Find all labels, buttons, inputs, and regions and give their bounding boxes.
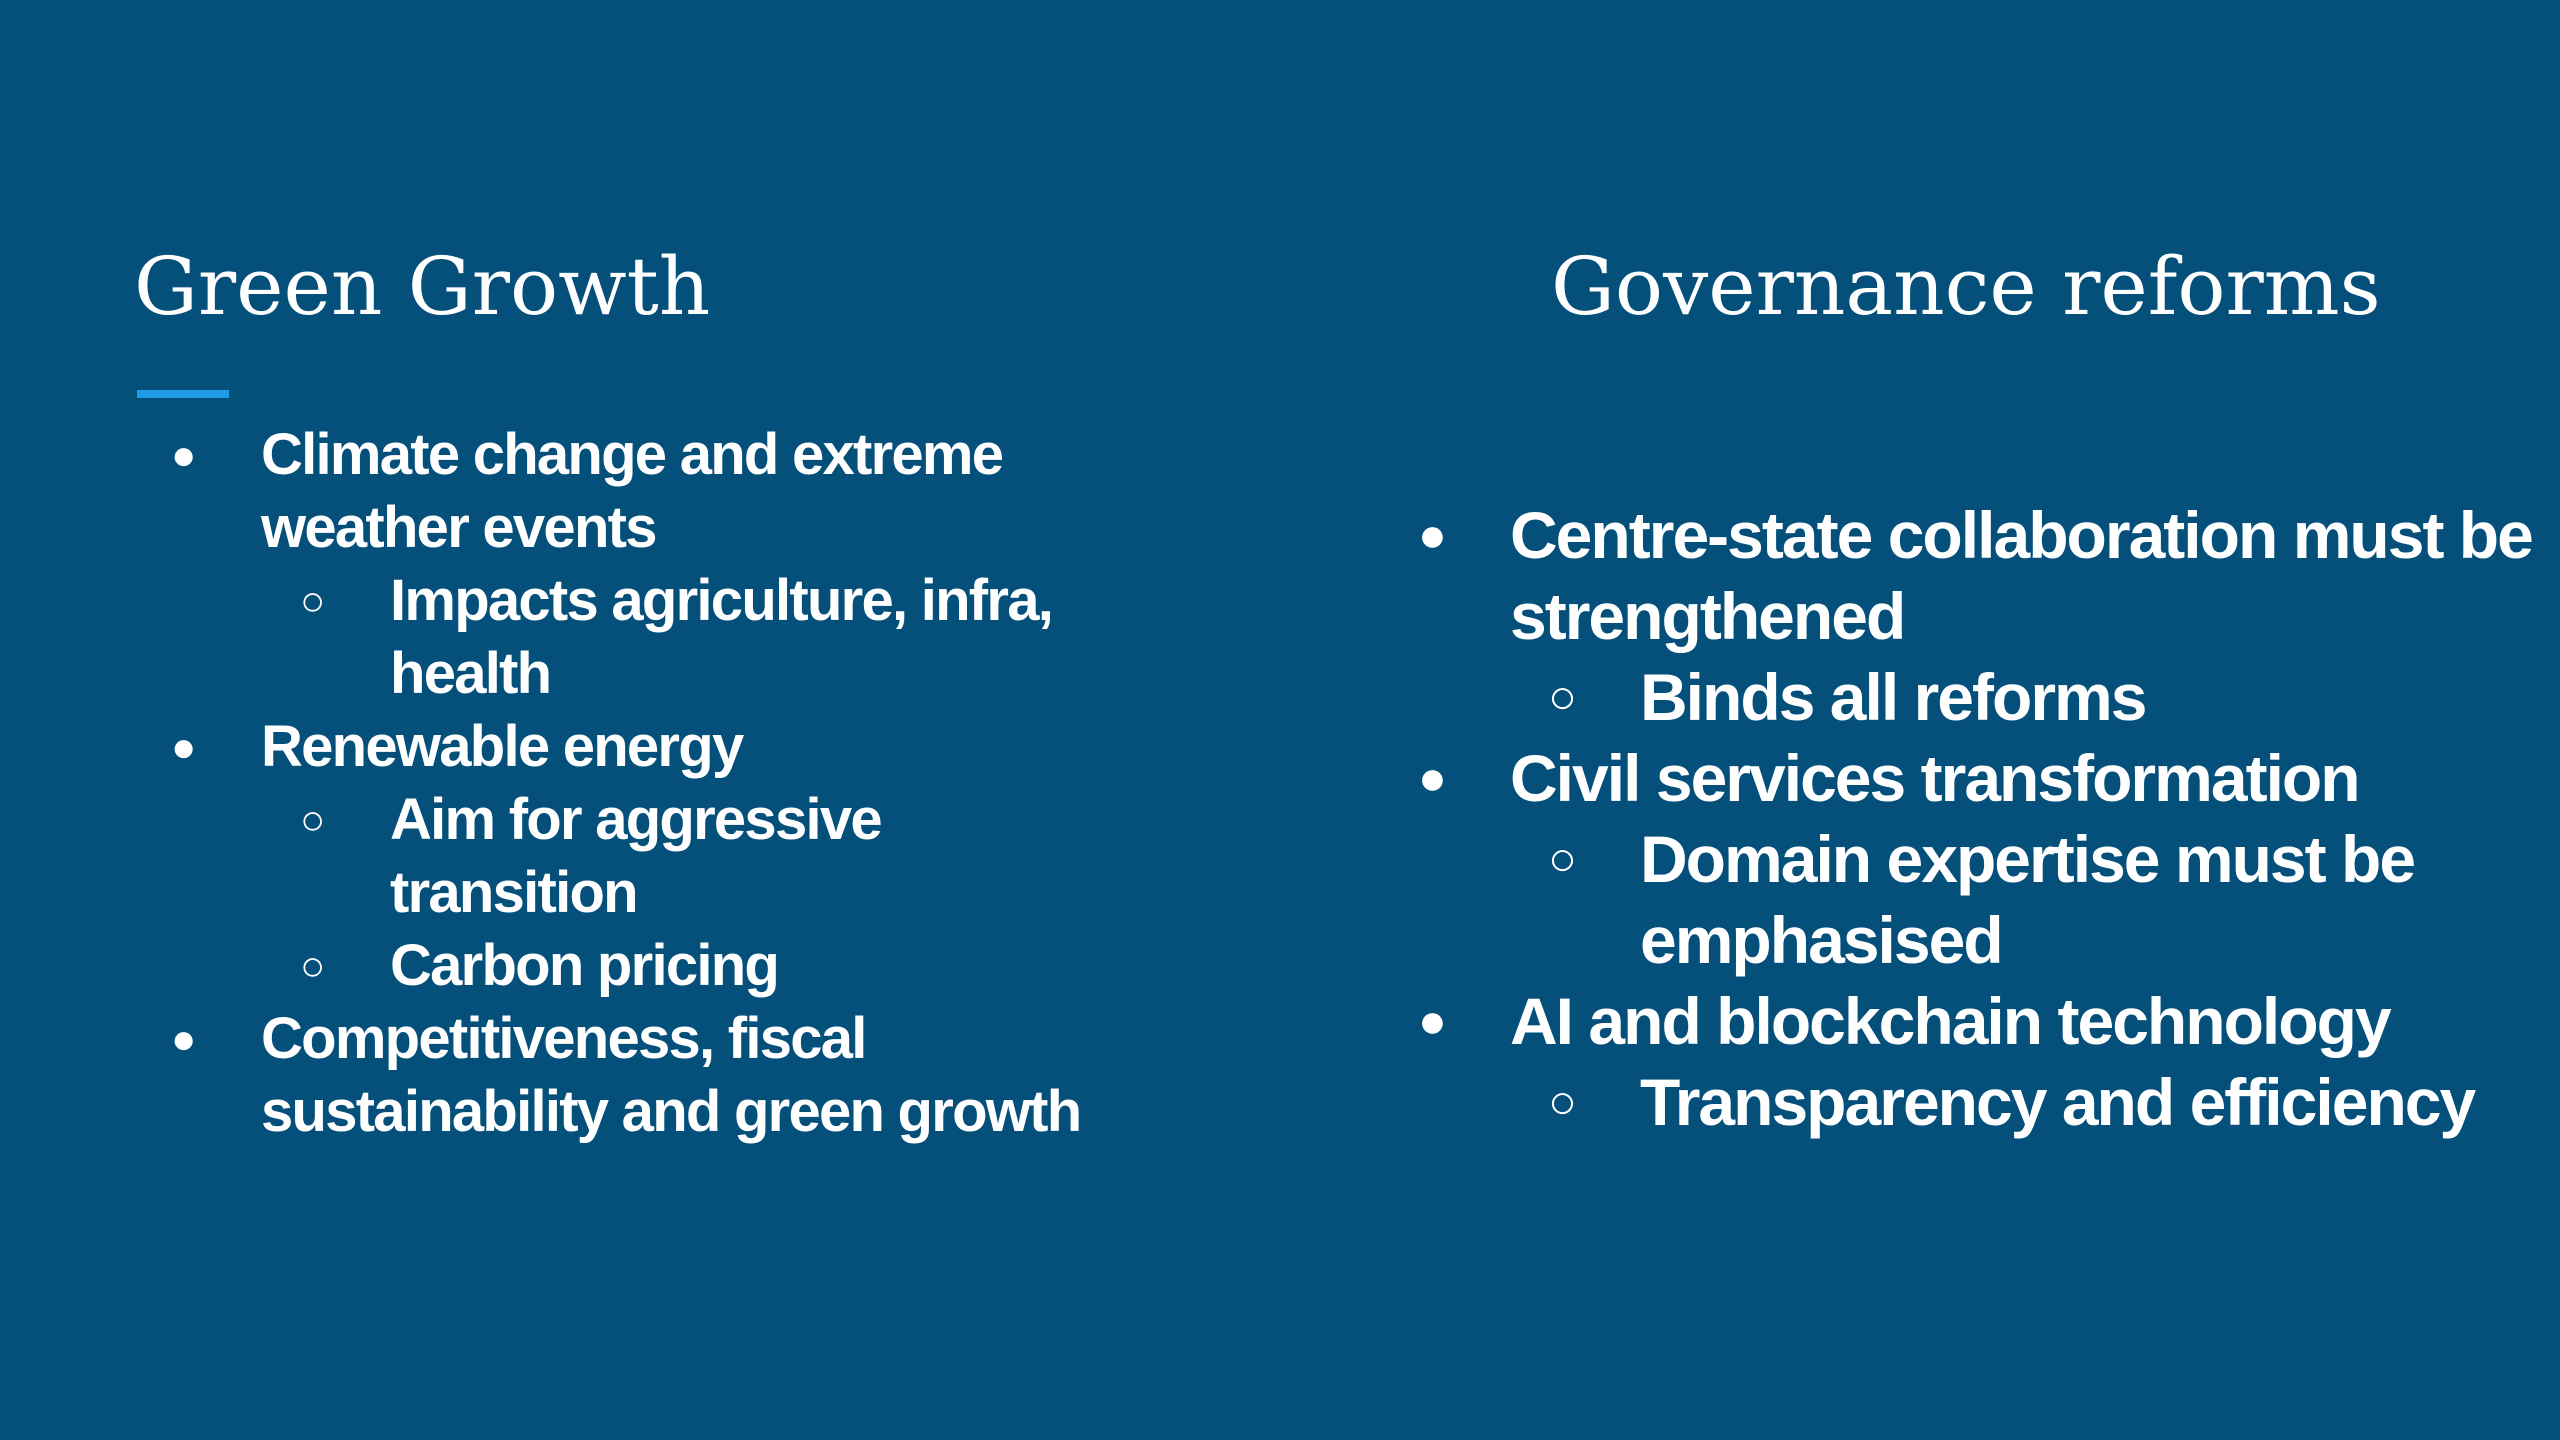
- right-title: Governance reforms: [1551, 240, 2381, 333]
- right-list: Centre-state collaboration must be stren…: [1418, 495, 2560, 1143]
- left-title: Green Growth: [134, 240, 711, 333]
- title-accent: [137, 390, 229, 398]
- bullet-item: Competitiveness, fiscal sustainability a…: [171, 1002, 1141, 1148]
- left-list: Climate change and extreme weather event…: [171, 418, 1141, 1148]
- bullet-item: AI and blockchain technology: [1418, 981, 2560, 1062]
- sub-bullet-item: Binds all reforms: [1548, 657, 2560, 738]
- bullet-item: Climate change and extreme weather event…: [171, 418, 1141, 564]
- sub-bullet-item: Aim for aggressive transition: [300, 783, 1141, 929]
- bullet-item: Civil services transformation: [1418, 738, 2560, 819]
- sub-bullet-item: Impacts agriculture, infra, health: [300, 564, 1141, 710]
- sub-bullet-item: Domain expertise must be emphasised: [1548, 819, 2560, 981]
- sub-bullet-item: Transparency and efficiency: [1548, 1062, 2560, 1143]
- bullet-item: Renewable energy: [171, 710, 1141, 783]
- sub-bullet-item: Carbon pricing: [300, 929, 1141, 1002]
- bullet-item: Centre-state collaboration must be stren…: [1418, 495, 2560, 657]
